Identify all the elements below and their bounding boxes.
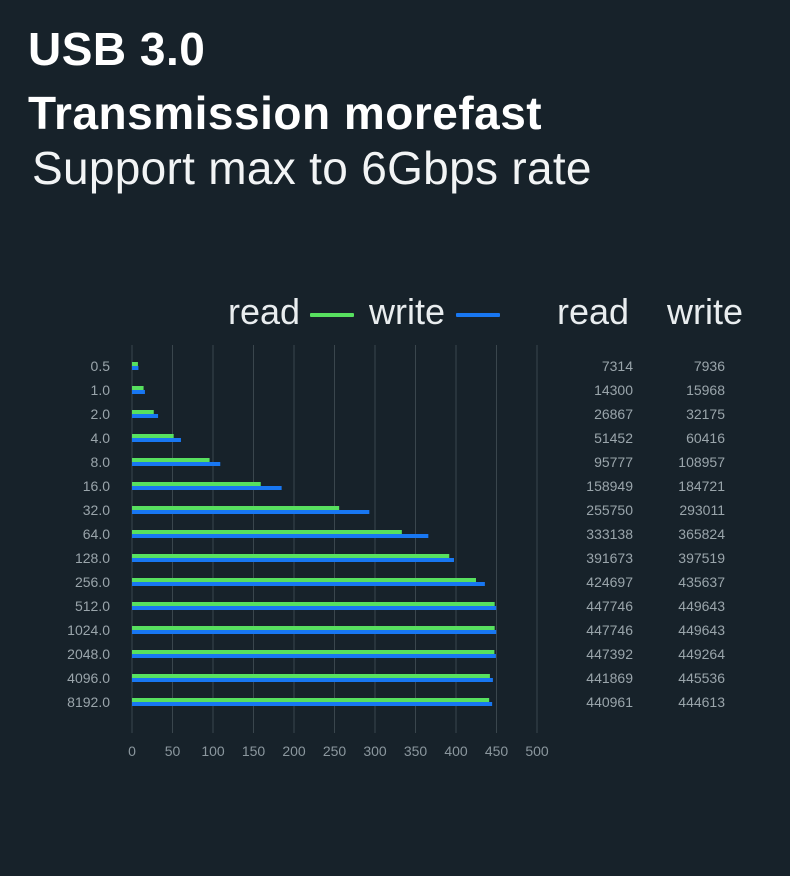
write-value: 449643 (678, 622, 725, 638)
category-label: 128.0 (75, 550, 110, 566)
table-header-write: write (667, 291, 744, 332)
x-tick-label: 50 (165, 743, 181, 759)
bar-write (132, 702, 493, 706)
bar-write (132, 630, 497, 634)
legend-write-swatch (456, 313, 500, 317)
read-value: 447392 (586, 646, 633, 662)
category-label: 8192.0 (67, 694, 110, 710)
bar-read (132, 386, 144, 390)
bar-write (132, 606, 497, 610)
category-label: 32.0 (83, 502, 110, 518)
category-label: 4.0 (91, 430, 111, 446)
write-value: 444613 (678, 694, 725, 710)
bar-read (132, 410, 154, 414)
category-label: 2048.0 (67, 646, 110, 662)
category-label: 64.0 (83, 526, 110, 542)
subtitle: Support max to 6Gbps rate (32, 142, 592, 194)
category-label: 2.0 (91, 406, 111, 422)
bar-write (132, 582, 485, 586)
write-value: 445536 (678, 670, 725, 686)
category-label: 8.0 (91, 454, 111, 470)
bar-read (132, 362, 138, 366)
bar-read (132, 698, 490, 702)
write-value: 397519 (678, 550, 725, 566)
read-value: 158949 (586, 478, 633, 494)
x-tick-label: 500 (525, 743, 549, 759)
read-value: 95777 (594, 454, 633, 470)
bar-read (132, 506, 340, 510)
read-value: 440961 (586, 694, 633, 710)
title-line-1: USB 3.0 (28, 23, 206, 75)
legend-read-swatch (310, 313, 354, 317)
write-value: 184721 (678, 478, 725, 494)
write-value: 32175 (686, 406, 725, 422)
x-tick-label: 200 (282, 743, 306, 759)
bar-read (132, 602, 495, 606)
bar-read (132, 626, 495, 630)
bar-read (132, 554, 450, 558)
title-line-2: Transmission morefast (28, 87, 543, 139)
write-value: 449264 (678, 646, 725, 662)
write-value: 449643 (678, 598, 725, 614)
write-value: 108957 (678, 454, 725, 470)
category-label: 1.0 (91, 382, 111, 398)
x-tick-label: 350 (404, 743, 428, 759)
x-tick-label: 250 (323, 743, 347, 759)
bar-write (132, 390, 145, 394)
read-value: 14300 (594, 382, 633, 398)
read-value: 7314 (602, 358, 633, 374)
write-value: 15968 (686, 382, 725, 398)
write-value: 60416 (686, 430, 725, 446)
x-tick-label: 400 (444, 743, 468, 759)
read-value: 447746 (586, 622, 633, 638)
bar-read (132, 482, 261, 486)
category-label: 16.0 (83, 478, 110, 494)
bar-write (132, 534, 429, 538)
bar-write (132, 510, 370, 514)
category-label: 256.0 (75, 574, 110, 590)
bar-write (132, 462, 221, 466)
write-value: 7936 (694, 358, 725, 374)
category-label: 512.0 (75, 598, 110, 614)
bar-write (132, 654, 496, 658)
bar-write (132, 558, 454, 562)
table-header-read: read (557, 291, 630, 332)
bar-read (132, 458, 210, 462)
read-value: 26867 (594, 406, 633, 422)
write-value: 435637 (678, 574, 725, 590)
x-tick-label: 100 (201, 743, 225, 759)
category-label: 4096.0 (67, 670, 110, 686)
read-value: 333138 (586, 526, 633, 542)
read-value: 391673 (586, 550, 633, 566)
bar-read (132, 650, 495, 654)
read-value: 424697 (586, 574, 633, 590)
x-tick-label: 150 (242, 743, 266, 759)
bar-write (132, 366, 139, 370)
read-value: 51452 (594, 430, 633, 446)
bar-write (132, 486, 282, 490)
read-value: 255750 (586, 502, 633, 518)
bar-read (132, 434, 174, 438)
legend-write-label: write (369, 291, 446, 332)
read-value: 447746 (586, 598, 633, 614)
read-value: 441869 (586, 670, 633, 686)
x-tick-label: 450 (485, 743, 509, 759)
write-value: 365824 (678, 526, 725, 542)
bar-write (132, 438, 181, 442)
bar-write (132, 678, 493, 682)
bar-write (132, 414, 159, 418)
bar-read (132, 530, 402, 534)
category-label: 1024.0 (67, 622, 110, 638)
write-value: 293011 (679, 502, 725, 518)
x-tick-label: 0 (128, 743, 136, 759)
bar-read (132, 674, 490, 678)
legend-read-label: read (228, 291, 301, 332)
bar-read (132, 578, 477, 582)
category-label: 0.5 (91, 358, 111, 374)
x-tick-label: 300 (363, 743, 387, 759)
